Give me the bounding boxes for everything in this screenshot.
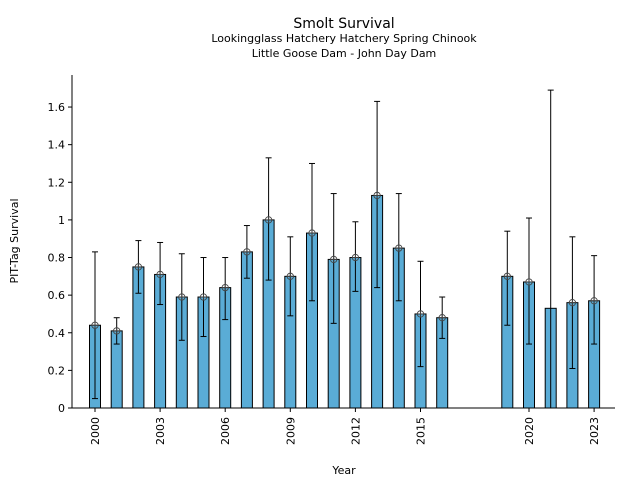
y-axis-label: PIT-Tag Survival (8, 198, 21, 283)
point-marker-2019 (503, 272, 511, 280)
x-tick-label: 2003 (154, 417, 167, 445)
point-marker-2011 (330, 255, 338, 264)
x-tick-label: 2012 (349, 417, 362, 445)
x-axis-label: Year (331, 464, 356, 477)
x-tick-label: 2015 (415, 417, 428, 445)
point-marker-2007 (243, 248, 251, 256)
chart-subtitle-line-1: Lookingglass Hatchery Hatchery Spring Ch… (211, 32, 477, 45)
bars-group (89, 194, 601, 409)
y-tick-label: 0.4 (48, 327, 66, 340)
x-tick-label: 2006 (219, 417, 232, 445)
x-ticks-group: 2000 2003 2006 2009 2012 2015 2020 2023 (89, 408, 601, 445)
y-tick-label: 1.6 (48, 101, 66, 114)
y-tick-label: 0.2 (48, 364, 66, 377)
y-tick-label: 0 (58, 402, 65, 415)
point-marker-2003 (156, 270, 164, 279)
x-tick-label: 2023 (588, 417, 601, 445)
y-tick-label: 0.8 (48, 252, 66, 265)
error-bars-group (92, 89, 598, 408)
x-tick-label: 2020 (523, 417, 536, 445)
y-tick-label: 1.4 (48, 139, 66, 152)
point-marker-2004 (178, 293, 186, 301)
x-tick-label: 2000 (89, 417, 102, 445)
y-tick-label: 1 (58, 214, 65, 227)
y-ticks-group: 0 0.2 0.4 0.6 0.8 1 1.2 1.4 1.6 (48, 101, 72, 415)
point-marker-2009 (286, 272, 294, 280)
markers-group (91, 191, 598, 335)
point-marker-2016 (438, 314, 446, 322)
point-marker-2015 (416, 310, 425, 318)
chart-subtitle-line-2: Little Goose Dam - John Day Dam (252, 47, 437, 60)
point-marker-2006 (221, 283, 229, 292)
point-marker-2002 (134, 263, 143, 271)
point-marker-2008 (264, 216, 273, 224)
x-tick-label: 2009 (284, 417, 297, 445)
point-marker-2012 (351, 253, 360, 262)
point-marker-2022 (568, 299, 577, 307)
point-marker-2000 (91, 321, 99, 329)
point-marker-2013 (373, 191, 381, 200)
y-tick-label: 0.6 (48, 289, 66, 302)
point-marker-2020 (525, 278, 533, 286)
point-marker-2023 (590, 297, 598, 305)
point-marker-2001 (113, 327, 121, 335)
point-marker-2005 (199, 293, 208, 301)
y-tick-label: 1.2 (48, 176, 66, 189)
point-marker-2010 (308, 229, 316, 237)
point-marker-2014 (395, 244, 403, 252)
chart-title: Smolt Survival (293, 16, 394, 32)
